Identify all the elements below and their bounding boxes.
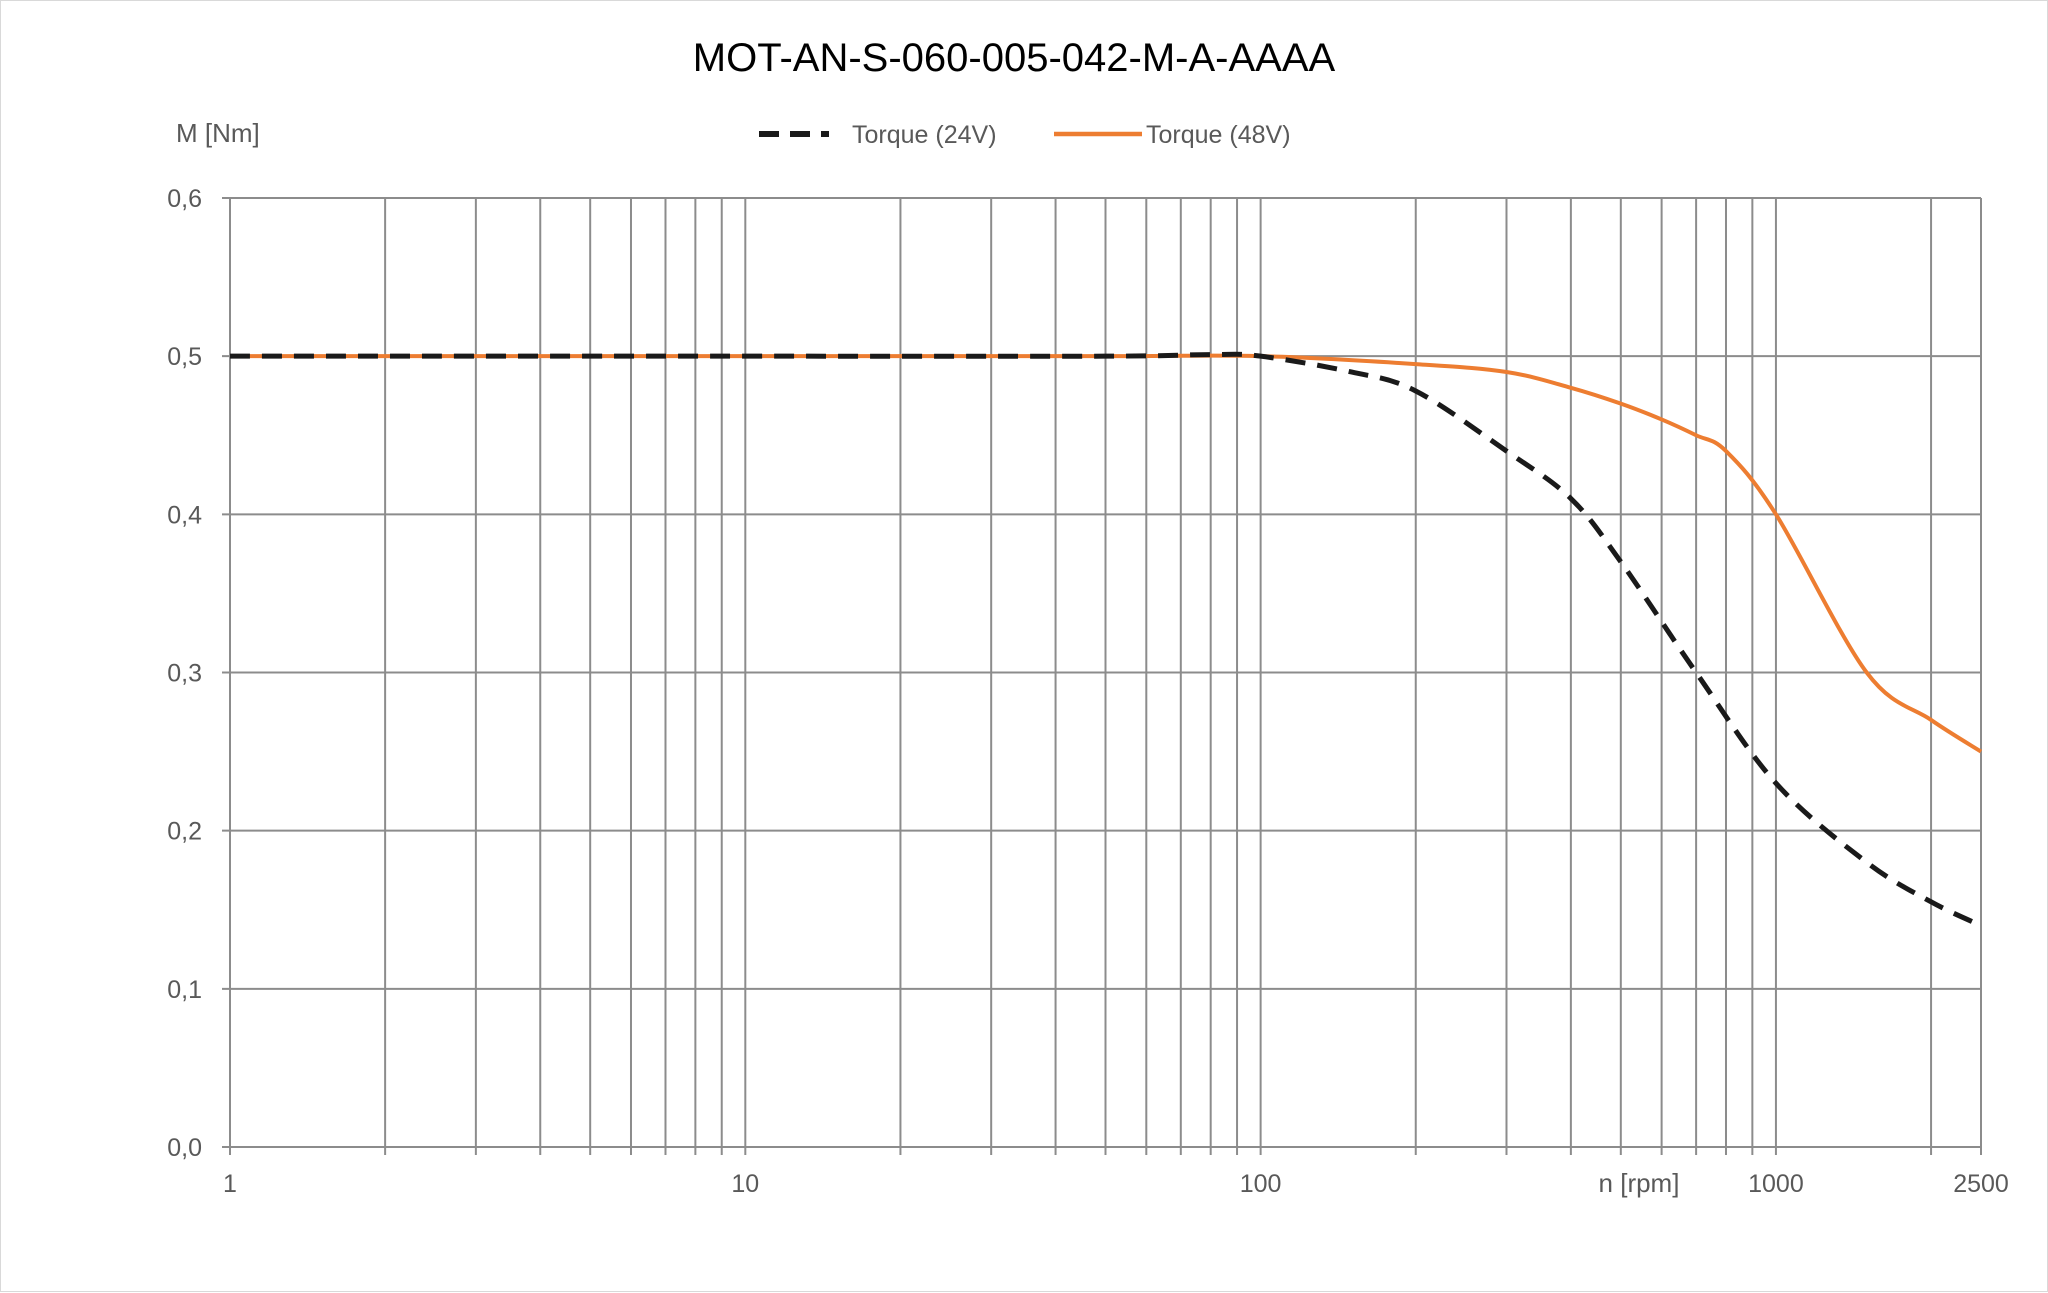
x-tick-label: 100 [1240,1170,1282,1198]
y-tick-label: 0,0 [167,1134,202,1162]
x-tick-label: 10 [731,1170,759,1198]
legend: Torque (24V) Torque (48V) [759,121,1291,149]
series-lines [230,351,1983,928]
series-line-48v [230,353,1983,754]
x-tick-label: 2500 [1953,1170,2009,1198]
series-line-24v [230,351,1983,928]
grid [222,197,1982,1155]
y-tick-label: 0,4 [167,501,202,529]
y-tick-label: 0,2 [167,818,202,846]
x-axis-label: n [rpm] [1599,1168,1680,1198]
legend-label-24v: Torque (24V) [852,121,997,149]
x-tick-label: 1000 [1748,1170,1804,1198]
legend-label-48v: Torque (48V) [1146,121,1291,149]
tick-labels: 0,0 0,1 0,2 0,3 0,4 0,5 0,6 1 10 100 1000 2500 [167,185,2009,1198]
y-tick-label: 0,5 [167,343,202,371]
y-axis-label: M [Nm] [176,118,260,148]
x-tick-label: 1 [223,1170,237,1198]
y-tick-label: 0,6 [167,185,202,213]
chart-title: MOT-AN-S-060-005-042-M-A-AAAA [693,36,1336,80]
y-tick-label: 0,1 [167,976,202,1004]
y-tick-label: 0,3 [167,660,202,688]
